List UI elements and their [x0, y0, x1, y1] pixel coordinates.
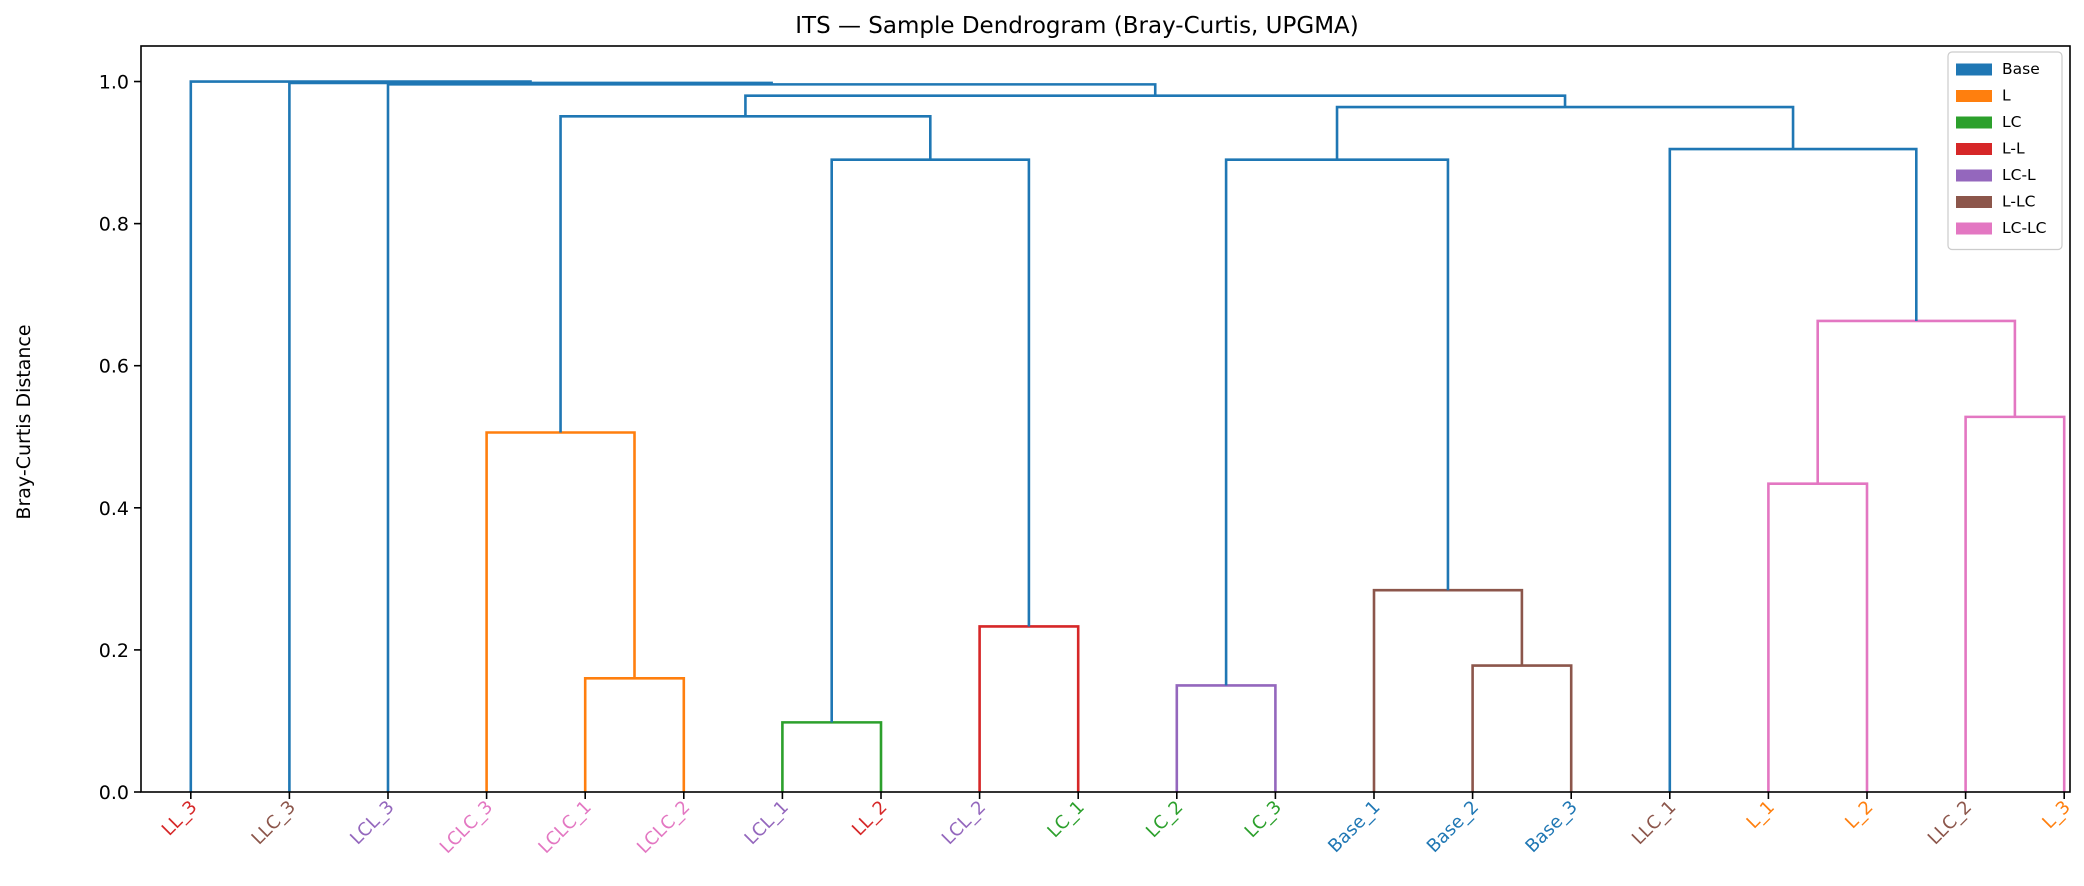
dendrogram-link-m15	[1335, 105, 1795, 160]
dendrogram-link-m1	[583, 677, 686, 792]
legend-swatch	[1956, 116, 1992, 129]
dendrogram-links	[189, 80, 2066, 792]
chart-title: ITS — Sample Dendrogram (Bray-Curtis, UP…	[795, 13, 1359, 39]
plot-frame	[140, 45, 2071, 793]
legend-label: L	[2002, 87, 2011, 105]
legend-swatch	[1956, 169, 1992, 182]
legend-swatch	[1956, 63, 1992, 76]
y-tick-label: 0.0	[99, 782, 129, 804]
legend: Base L LC L-L LC-L L-LC LC-LC	[1947, 51, 2063, 251]
y-tick-label: 0.6	[99, 356, 129, 378]
legend-label: LC	[2002, 113, 2021, 131]
dendrogram-link-m7	[1175, 684, 1277, 792]
legend-label: LC-LC	[2002, 219, 2047, 237]
y-tick-label: 0.2	[99, 640, 129, 662]
dendrogram-link-m9	[1372, 588, 1524, 792]
y-axis-ticks: 0.0 0.2 0.4 0.6 0.8 1.0	[99, 72, 141, 804]
y-tick-label: 0.8	[99, 214, 129, 236]
legend-swatch	[1956, 196, 1992, 208]
legend-swatch	[1956, 222, 1992, 235]
legend-label: Base	[2002, 60, 2040, 78]
y-axis-label: Bray-Curtis Distance	[13, 324, 35, 519]
y-tick-label: 0.4	[99, 498, 129, 520]
dendrogram-link-m19	[189, 80, 532, 792]
legend-label: L-LC	[2002, 193, 2035, 211]
dendrogram-link-m12	[1964, 415, 2066, 792]
legend-swatch	[1956, 143, 1992, 155]
dendrogram-link-m18	[288, 81, 773, 792]
y-tick-label: 1.0	[99, 72, 129, 94]
legend-label: LC-L	[2002, 166, 2036, 184]
legend-label: L-L	[2002, 140, 2025, 158]
legend-swatch	[1956, 90, 1992, 102]
